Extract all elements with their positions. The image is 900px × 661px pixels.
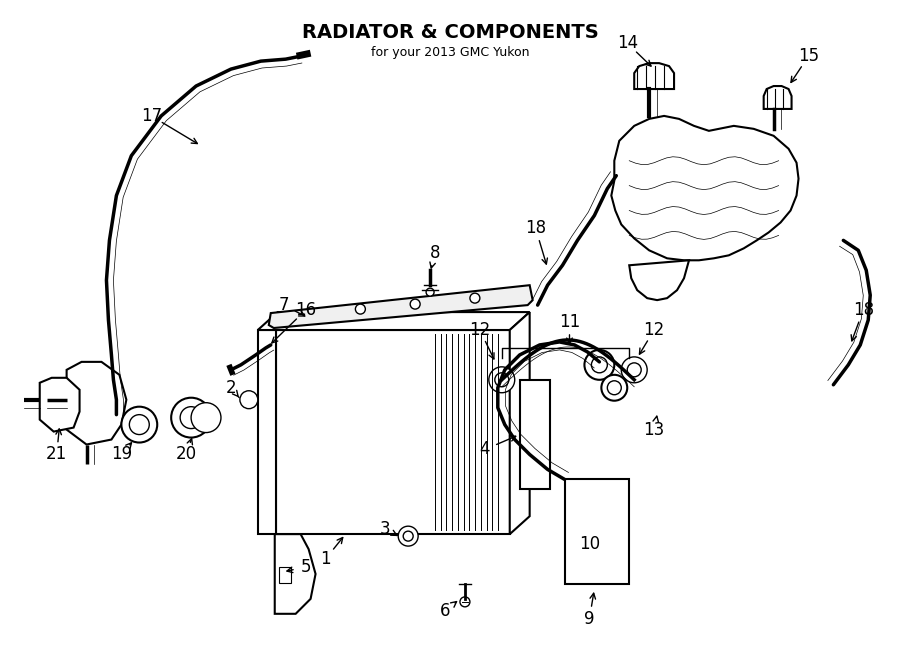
Text: 11: 11 [559, 313, 580, 331]
Text: 19: 19 [111, 446, 132, 463]
Text: 17: 17 [140, 107, 162, 125]
Text: 15: 15 [798, 47, 819, 65]
Text: RADIATOR & COMPONENTS: RADIATOR & COMPONENTS [302, 23, 598, 42]
Polygon shape [40, 378, 79, 432]
Text: 20: 20 [176, 446, 197, 463]
Text: 12: 12 [644, 321, 665, 339]
Text: 6: 6 [440, 602, 450, 620]
Polygon shape [629, 260, 689, 300]
Bar [275, 330, 509, 534]
Circle shape [122, 407, 158, 442]
Circle shape [398, 526, 418, 546]
Circle shape [621, 357, 647, 383]
Polygon shape [269, 285, 533, 328]
Text: 3: 3 [380, 520, 391, 538]
Text: 13: 13 [644, 420, 665, 439]
Circle shape [608, 381, 621, 395]
Circle shape [495, 373, 508, 387]
Text: for your 2013 GMC Yukon: for your 2013 GMC Yukon [371, 46, 529, 59]
Polygon shape [274, 534, 316, 614]
Circle shape [356, 304, 365, 314]
Bar [257, 330, 275, 534]
Circle shape [171, 398, 211, 438]
Text: 16: 16 [295, 301, 316, 319]
Polygon shape [764, 86, 792, 109]
Bar [279, 567, 291, 583]
Circle shape [460, 597, 470, 607]
Text: 9: 9 [584, 610, 595, 628]
Circle shape [627, 363, 641, 377]
Circle shape [489, 367, 515, 393]
Text: 12: 12 [469, 321, 491, 339]
Polygon shape [519, 380, 550, 489]
Circle shape [410, 299, 420, 309]
Circle shape [584, 350, 615, 380]
Circle shape [130, 414, 149, 434]
Polygon shape [509, 312, 530, 534]
Polygon shape [257, 312, 530, 330]
Circle shape [403, 531, 413, 541]
Bar [564, 479, 629, 584]
Circle shape [470, 293, 480, 303]
Circle shape [426, 288, 434, 296]
Text: 1: 1 [320, 550, 331, 568]
Polygon shape [634, 63, 674, 89]
Polygon shape [67, 362, 126, 444]
Text: 4: 4 [480, 440, 491, 459]
Text: 10: 10 [579, 535, 600, 553]
Text: 5: 5 [301, 558, 310, 576]
Circle shape [591, 357, 608, 373]
Text: 14: 14 [616, 34, 638, 52]
Text: 8: 8 [430, 245, 440, 262]
Circle shape [180, 407, 202, 428]
Polygon shape [611, 116, 798, 260]
Circle shape [240, 391, 257, 408]
Text: 7: 7 [278, 296, 289, 314]
Circle shape [601, 375, 627, 401]
Text: 21: 21 [46, 446, 68, 463]
Circle shape [191, 403, 221, 432]
Text: 2: 2 [226, 379, 236, 397]
Text: 18: 18 [852, 301, 874, 319]
Text: 18: 18 [525, 219, 546, 237]
